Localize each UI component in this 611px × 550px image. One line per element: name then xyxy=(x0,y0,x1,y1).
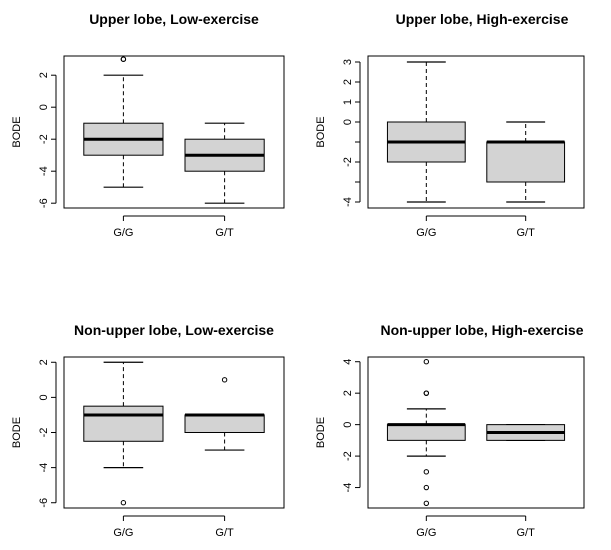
y-tick-label: -2 xyxy=(38,134,50,144)
plot-frame xyxy=(367,55,585,209)
y-tick-label: -4 xyxy=(342,197,354,207)
y-tick-label: 0 xyxy=(342,119,354,125)
box-gg xyxy=(83,361,164,506)
y-tick-label: 2 xyxy=(38,72,50,78)
iqr-box xyxy=(386,424,466,441)
x-tick-label: G/T xyxy=(517,527,536,539)
x-tick-label: G/T xyxy=(215,227,234,239)
chart-title: Non-upper lobe, Low-exercise xyxy=(74,322,274,338)
y-tick-label: -2 xyxy=(342,451,354,461)
y-tick-label: -4 xyxy=(38,463,50,473)
iqr-box xyxy=(83,405,164,442)
y-tick-label: 2 xyxy=(342,79,354,85)
y-tick-label: 4 xyxy=(342,359,354,365)
outlier-point xyxy=(221,377,228,383)
plot-frame xyxy=(63,55,285,209)
y-tick-label: -4 xyxy=(342,483,354,493)
outlier-point xyxy=(423,500,430,506)
box-gg xyxy=(386,359,466,506)
plot-frame xyxy=(63,356,285,509)
chart-panel-4: Non-upper lobe, High-exercise BODE -4 -2 0 2 4… xyxy=(315,322,585,539)
chart-title: Upper lobe, Low-exercise xyxy=(89,11,259,27)
chart-panel-3: Non-upper lobe, Low-exercise BODE -6 -4 -2 0 2… xyxy=(11,322,285,539)
x-tick-label: G/G xyxy=(113,227,133,239)
box-gg xyxy=(386,61,466,203)
iqr-box xyxy=(184,414,265,434)
y-tick-label: 2 xyxy=(342,390,354,396)
outlier-point xyxy=(423,359,430,365)
y-tick-label: 0 xyxy=(342,422,354,428)
plot-frame xyxy=(367,356,585,509)
box-gt xyxy=(184,377,265,451)
x-tick-label: G/T xyxy=(517,227,536,239)
y-tick-label: 2 xyxy=(38,359,50,365)
y-tick-label: -2 xyxy=(342,157,354,167)
box-gt xyxy=(486,424,566,441)
y-tick-label: -6 xyxy=(38,498,50,508)
y-tick-label: 0 xyxy=(38,394,50,400)
y-tick-label: 0 xyxy=(38,104,50,110)
x-tick-label: G/G xyxy=(416,227,436,239)
chart-title: Non-upper lobe, High-exercise xyxy=(380,322,583,338)
box-gt xyxy=(184,122,265,204)
y-axis-label: BODE xyxy=(11,116,23,147)
outlier-point xyxy=(423,469,430,475)
x-tick-label: G/G xyxy=(416,527,436,539)
box-gg xyxy=(83,56,164,188)
x-tick-label: G/T xyxy=(215,527,234,539)
y-axis-label: BODE xyxy=(11,417,23,448)
chart-title: Upper lobe, High-exercise xyxy=(396,11,569,27)
y-tick-label: -6 xyxy=(38,198,50,208)
y-tick-label: 3 xyxy=(342,59,354,65)
outlier-point xyxy=(120,56,127,62)
outlier-point xyxy=(120,500,127,506)
iqr-box xyxy=(486,141,566,183)
chart-panel-1: Upper lobe, Low-exercise BODE -6 -4 -2 0 2 G/G G… xyxy=(11,11,285,239)
chart-panel-2: Upper lobe, High-exercise BODE -4 -2 0 1 2 3 G/G… xyxy=(315,11,585,239)
y-tick-label: -4 xyxy=(38,166,50,176)
y-axis-label: BODE xyxy=(315,417,327,448)
y-tick-label: 1 xyxy=(342,99,354,105)
y-axis-label: BODE xyxy=(315,116,327,147)
y-tick-label: -2 xyxy=(38,428,50,438)
outlier-point xyxy=(423,390,430,396)
outlier-point xyxy=(423,484,430,491)
x-tick-label: G/G xyxy=(113,527,133,539)
box-gt xyxy=(486,121,566,203)
